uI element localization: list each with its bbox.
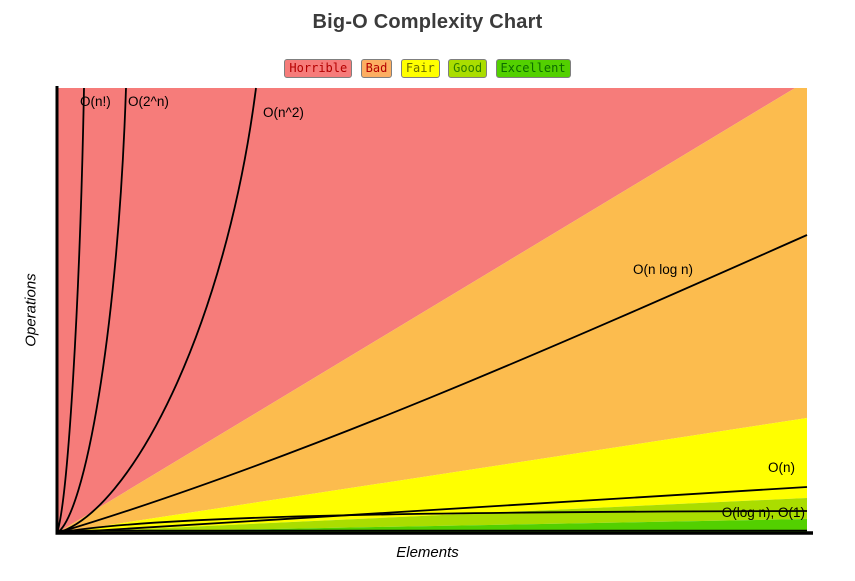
curve-label-o-logn-o-1: O(log n), O(1) (722, 505, 805, 520)
curve-o-exponential (56, 87, 127, 534)
curve-label-o-nlogn: O(n log n) (633, 262, 693, 277)
curve-label-o-exponential: O(2^n) (128, 94, 169, 109)
region-fair (57, 418, 807, 533)
legend-badge-horrible: Horrible (284, 59, 353, 78)
curve-o-quadratic (56, 87, 257, 534)
legend: Horrible Bad Fair Good Excellent (0, 59, 855, 78)
curve-o-logn (56, 510, 808, 534)
curve-o-n (56, 486, 808, 534)
curve-o-factorial (56, 87, 85, 534)
curve-label-o-n: O(n) (768, 460, 795, 475)
y-axis-label: Operations (22, 273, 40, 347)
curve-label-o-factorial: O(n!) (80, 94, 111, 109)
legend-badge-excellent: Excellent (495, 59, 571, 78)
chart-title: Big-O Complexity Chart (312, 11, 543, 33)
legend-badge-good: Good (448, 59, 488, 78)
region-good (57, 498, 807, 533)
legend-badge-fair: Fair (400, 59, 440, 78)
x-axis-label: Elements (396, 544, 459, 561)
region-excellent (57, 519, 807, 533)
curve-o-nlogn (56, 234, 808, 534)
curve-label-o-quadratic: O(n^2) (263, 105, 304, 120)
region-bad (57, 88, 807, 533)
legend-badge-bad: Bad (360, 59, 393, 78)
